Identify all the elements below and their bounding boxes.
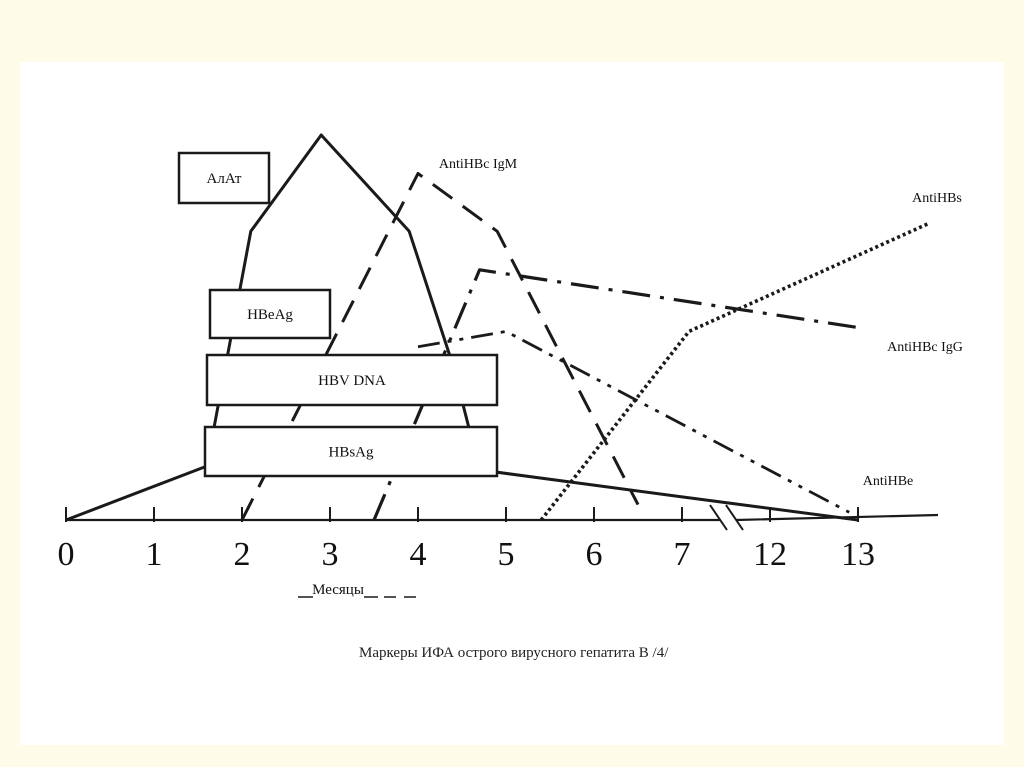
x-tick-label: 2 (234, 536, 251, 573)
marker-box-label: HBV DNA (318, 373, 386, 389)
x-tick-label: 4 (410, 536, 427, 573)
marker-box (203, 425, 499, 478)
x-tick-label: 6 (586, 536, 603, 573)
axis-break-mark (709, 504, 728, 531)
x-tick-label: 1 (146, 536, 163, 573)
x-tick-label: 12 (753, 536, 787, 573)
marker-box-label: HBeAg (247, 307, 293, 323)
x-tick-label: 0 (58, 536, 75, 573)
series-labels: AntiHBc IgM AntiHBc IgG AntiHBe AntiHBs (439, 157, 963, 489)
figure-caption: Маркеры ИФА острого вирусного гепатита В… (359, 645, 669, 661)
series-line-antihbc-igm (240, 172, 640, 521)
series-label: AntiHBs (912, 191, 962, 206)
axis-break-mark (725, 504, 744, 531)
marker-box-label: HBsAg (328, 445, 374, 461)
marker-box (177, 151, 271, 205)
marker-boxes: АлАт HBeAg HBV DNA HBsAg (177, 151, 499, 478)
x-axis-line (66, 513, 939, 522)
marker-box (208, 288, 332, 340)
series-label: AntiHBc IgG (887, 340, 963, 355)
series-label: AntiHBc IgM (439, 157, 518, 172)
x-tick-label: 5 (498, 536, 515, 573)
series-label: AntiHBe (863, 474, 914, 489)
x-tick-label: 7 (674, 536, 691, 573)
series-line-antihbs (539, 221, 930, 522)
marker-box-label: АлАт (207, 171, 242, 187)
x-axis-label: Месяцы (312, 582, 364, 598)
marker-box (205, 353, 499, 407)
x-tick-label: 3 (322, 536, 339, 573)
x-tick-label: 13 (841, 536, 875, 573)
